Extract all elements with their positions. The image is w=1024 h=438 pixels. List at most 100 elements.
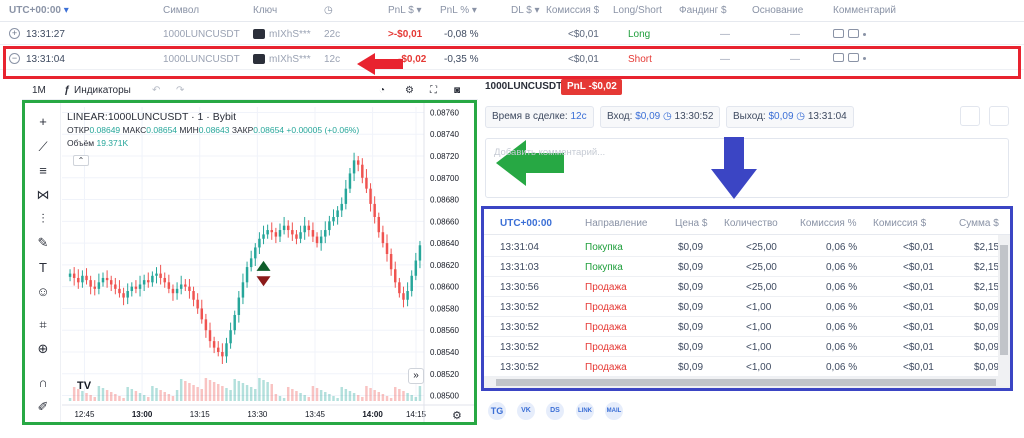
settings-icon[interactable]: ⚙ (405, 85, 414, 96)
candle-body (179, 284, 183, 289)
y-tick-label: 0.08500 (430, 392, 459, 401)
candle-body (385, 243, 389, 254)
x-tick-label: 13:15 (190, 410, 211, 419)
candle-body (130, 286, 134, 292)
pattern-icon[interactable]: ⋈ (36, 187, 50, 202)
trade-row-selected[interactable]: − 13:31:04 1000LUNCUSDT mIXhS*** 12c -$0… (0, 46, 1024, 70)
text-icon[interactable]: T (39, 260, 47, 275)
volume-bar (93, 397, 96, 401)
candle-body (200, 308, 204, 320)
fill-row[interactable]: 13:31:04 Покупка $0,09 <25,00 0,06 % <$0,01 $2… (484, 237, 1010, 257)
candlestick-chart[interactable]: 0.08760 0.08740 0.08720 0.08700 0.08680 0.086… (62, 103, 474, 422)
fill-qty: <25,00 (746, 242, 777, 253)
video-icon[interactable] (848, 53, 859, 62)
candle-body (398, 282, 401, 294)
candle-body (77, 277, 80, 283)
volume-bar (282, 398, 286, 401)
legend-collapse-button[interactable]: ⌃ (73, 155, 89, 166)
chart-settings-icon[interactable]: ⚙ (452, 410, 462, 422)
more-icon[interactable] (863, 57, 866, 60)
camera-icon[interactable] (833, 29, 844, 38)
candle-body (311, 230, 315, 237)
fill-row[interactable]: 13:30:52 Продажа $0,09 <1,00 0,06 % <$0,01 $0,… (484, 337, 1010, 357)
expand-icon[interactable]: + (9, 28, 20, 39)
fib-icon[interactable]: ⫶ (41, 211, 45, 226)
candle-body (418, 245, 422, 261)
lock-icon[interactable]: ✐ (37, 399, 49, 414)
scroll-right-button[interactable]: » (408, 368, 424, 384)
y-tick-label: 0.08720 (430, 152, 459, 161)
volume-bar (89, 395, 92, 401)
crosshair-icon[interactable]: + (39, 114, 47, 129)
fill-commission-pct: 0,06 % (826, 242, 858, 253)
interval-button[interactable]: 1M (32, 85, 46, 96)
mail-icon[interactable]: MAIL (605, 402, 623, 420)
discord-icon[interactable]: DS (546, 402, 564, 420)
clock-icon: ◷ (796, 111, 806, 122)
volume-bar (361, 397, 364, 401)
volume-bar (72, 387, 76, 401)
fill-row[interactable]: 13:31:03 Покупка $0,09 <25,00 0,06 % <$0,01 $2… (484, 257, 1010, 277)
y-tick-label: 0.08740 (430, 130, 459, 139)
horizontal-lines-icon[interactable]: ≡ (39, 163, 47, 178)
candle-body (291, 230, 294, 235)
fill-row[interactable]: 13:30:52 Продажа $0,09 <1,00 0,06 % <$0,01 $0,… (484, 357, 1010, 377)
candle-body (134, 286, 138, 289)
ruler-icon[interactable]: ⌗ (39, 317, 47, 332)
snapshot-icon[interactable]: ◙ (454, 85, 461, 96)
brush-icon[interactable]: ✎ (37, 235, 49, 250)
col-pnl-usd[interactable]: PnL $ ▾ (388, 5, 422, 16)
indicators-button[interactable]: Индикаторы (74, 85, 131, 96)
fill-row[interactable]: 13:30:52 Продажа $0,09 <1,00 0,06 % <$0,01 $0,… (484, 317, 1010, 337)
x-tick-label: 14:15 (406, 410, 427, 419)
horizontal-scrollbar[interactable] (484, 377, 1010, 388)
replay-icon[interactable]: ◔ (379, 85, 386, 96)
volume-bar (155, 388, 158, 401)
collapse-icon[interactable]: − (9, 53, 20, 64)
fullscreen-icon[interactable]: ⛶ (430, 85, 437, 96)
trade-row[interactable]: + 13:31:27 1000LUNCUSDT mIXhS*** 22c >-$… (0, 23, 1024, 45)
col-symbol: Символ (163, 5, 200, 16)
camera-button[interactable] (960, 106, 980, 126)
row-actions[interactable] (833, 29, 866, 41)
fill-qty: <25,00 (746, 282, 777, 293)
vk-icon[interactable]: VK (517, 402, 535, 420)
timezone-selector[interactable]: UTC+00:00 ▾ (9, 5, 69, 16)
indicators-icon[interactable]: ƒ (64, 85, 70, 96)
chart-panel[interactable]: + ⟋ ≡ ⋈ ⫶ ✎ T ☺ ⌗ ⊕ ∩ ✐ 0.08760 0.08740 0.… (22, 100, 477, 425)
volume-bar (373, 390, 376, 401)
vertical-scrollbar[interactable] (998, 235, 1010, 377)
buy-marker (256, 260, 271, 271)
row-actions[interactable] (833, 53, 866, 65)
volume-bar (365, 386, 368, 401)
comment-input[interactable]: Добавить комментарий... (485, 138, 1009, 198)
volume-bar (159, 390, 162, 401)
video-button[interactable] (989, 106, 1009, 126)
volume-bar (307, 397, 311, 401)
volume-bar (340, 387, 343, 401)
volume-bar (286, 387, 290, 401)
camera-icon[interactable] (833, 53, 844, 62)
fill-row[interactable]: 13:30:52 Продажа $0,09 <1,00 0,06 % <$0,01 $0,… (484, 297, 1010, 317)
col-pnl-pct[interactable]: PnL % ▾ (440, 5, 477, 16)
col-dl[interactable]: DL $ ▾ (511, 5, 540, 16)
more-icon[interactable] (863, 33, 866, 36)
candle-body (208, 330, 212, 342)
telegram-icon[interactable]: TG (488, 402, 506, 420)
fill-row[interactable]: 13:30:56 Продажа $0,09 <25,00 0,06 % <$0,01 $2… (484, 277, 1010, 297)
fill-commission-usd: <$0,01 (903, 302, 934, 313)
emoji-icon[interactable]: ☺ (36, 284, 50, 299)
zoom-icon[interactable]: ⊕ (37, 341, 49, 356)
magnet-icon[interactable]: ∩ (38, 375, 48, 390)
video-icon[interactable] (848, 29, 859, 38)
link-icon[interactable]: LINK (576, 402, 594, 420)
volume-bar (406, 393, 409, 401)
volume-bar (352, 393, 356, 401)
trendline-icon[interactable]: ⟋ (38, 139, 48, 154)
x-tick-label: 12:45 (74, 410, 95, 419)
redo-icon[interactable]: ↷ (176, 85, 185, 96)
volume-bar (241, 383, 245, 401)
candle-body (89, 280, 92, 287)
volume-bar (188, 383, 191, 401)
undo-icon[interactable]: ↶ (152, 85, 161, 96)
